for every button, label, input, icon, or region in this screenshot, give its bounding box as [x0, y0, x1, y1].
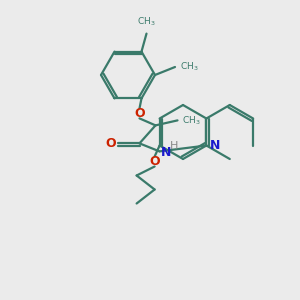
Text: O: O [134, 107, 145, 120]
Text: O: O [105, 137, 116, 150]
Text: N: N [209, 139, 220, 152]
Text: CH$_3$: CH$_3$ [182, 114, 201, 127]
Text: N: N [160, 146, 171, 159]
Text: H: H [169, 141, 178, 152]
Text: CH$_3$: CH$_3$ [180, 61, 198, 73]
Text: CH$_3$: CH$_3$ [137, 15, 156, 28]
Text: O: O [149, 155, 160, 168]
